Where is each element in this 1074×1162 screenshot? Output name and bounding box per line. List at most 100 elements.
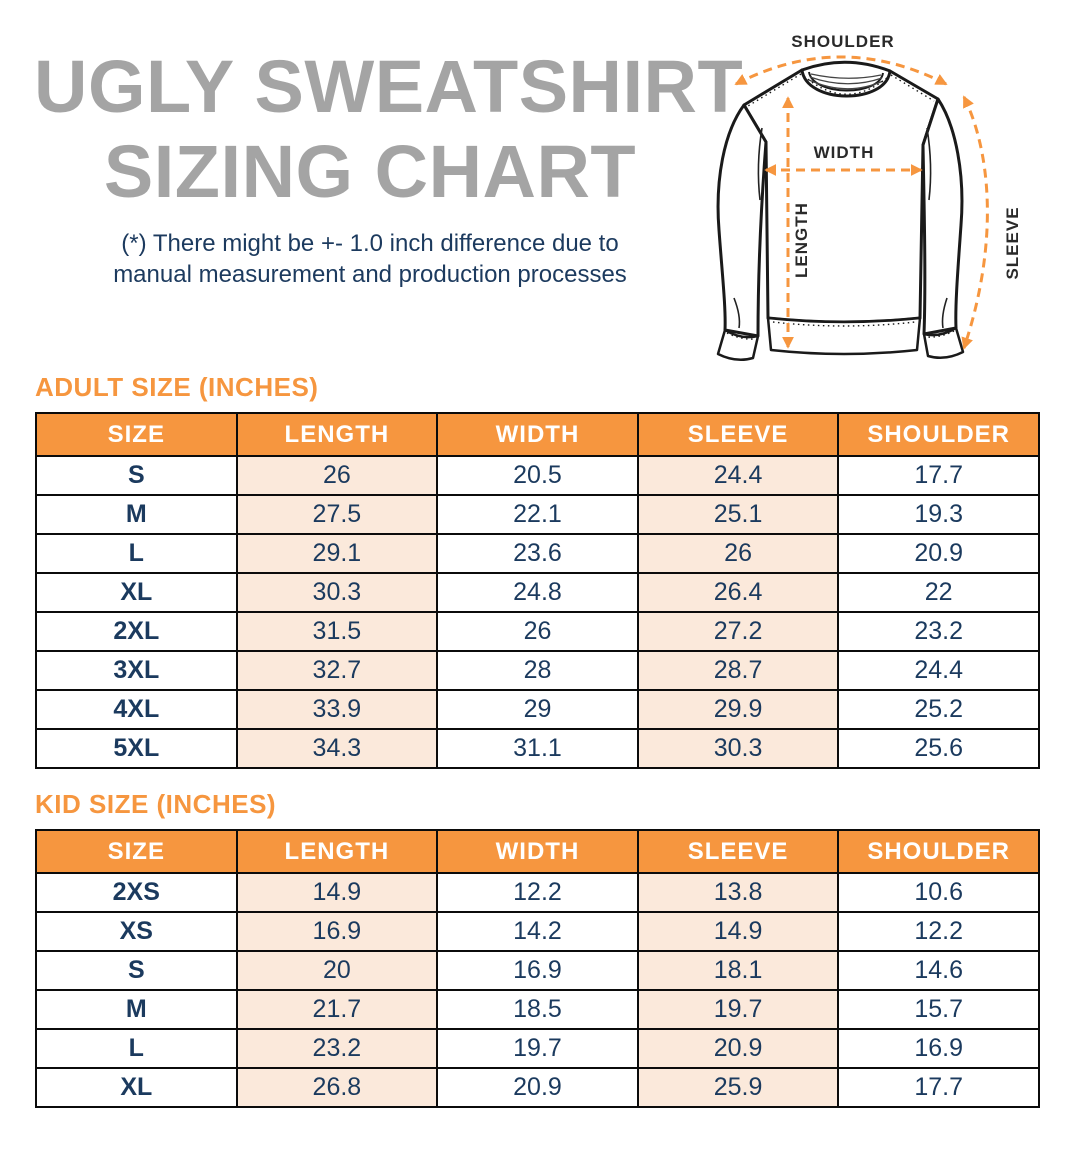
measurement-value-cell: 20.9: [436, 1067, 639, 1108]
table-row: S 20 16.9 18.1 14.6: [35, 950, 1040, 991]
sweatshirt-body: [716, 60, 965, 362]
disclaimer-line2: manual measurement and production proces…: [113, 261, 627, 288]
disclaimer-line1: (*) There might be +- 1.0 inch differenc…: [121, 230, 619, 257]
column-header-shoulder: SHOULDER: [837, 829, 1040, 874]
column-header-width: WIDTH: [436, 412, 639, 457]
table-row: L 29.1 23.6 26 20.9: [35, 533, 1040, 574]
sweatshirt-diagram: SHOULDER WIDTH LENGTH SLEEVE: [706, 0, 1040, 372]
column-header-size: SIZE: [35, 412, 238, 457]
kid-size-section: KID SIZE (INCHES) SIZE LENGTH WIDTH SLEEVE S…: [0, 789, 1074, 1108]
column-header-width: WIDTH: [436, 829, 639, 874]
table-row: XL 30.3 24.8 26.4 22: [35, 572, 1040, 613]
measurement-arrows: [734, 55, 989, 350]
measurement-value-cell: 10.6: [837, 872, 1040, 913]
measurement-value-cell: 25.1: [636, 494, 840, 535]
size-label-cell: XL: [35, 572, 238, 613]
measurement-value-cell: 26: [235, 455, 439, 496]
disclaimer-text: (*) There might be +- 1.0 inch differenc…: [34, 228, 706, 290]
size-label-cell: S: [35, 950, 238, 991]
measurement-value-cell: 12.2: [837, 911, 1040, 952]
column-header-length: LENGTH: [235, 412, 439, 457]
table-row: L 23.2 19.7 20.9 16.9: [35, 1028, 1040, 1069]
size-label-cell: S: [35, 455, 238, 496]
measurement-value-cell: 29.9: [636, 689, 840, 730]
measurement-value-cell: 23.2: [235, 1028, 439, 1069]
measurement-value-cell: 27.2: [636, 611, 840, 652]
measurement-value-cell: 14.9: [636, 911, 840, 952]
size-label-cell: 2XS: [35, 872, 238, 913]
measurement-value-cell: 34.3: [235, 728, 439, 769]
header-area: UGLY SWEATSHIRT SIZING CHART (*) There mi…: [0, 0, 1074, 372]
measurement-value-cell: 20.5: [436, 455, 639, 496]
size-label-cell: 3XL: [35, 650, 238, 691]
kid-size-table: SIZE LENGTH WIDTH SLEEVE SHOULDER 2XS 14.9 12.…: [35, 829, 1040, 1108]
measurement-value-cell: 18.5: [436, 989, 639, 1030]
measurement-value-cell: 24.4: [636, 455, 840, 496]
page-title: UGLY SWEATSHIRT SIZING CHART: [34, 44, 743, 214]
adult-header-row: SIZE LENGTH WIDTH SLEEVE SHOULDER: [35, 412, 1040, 457]
column-header-size: SIZE: [35, 829, 238, 874]
measurement-value-cell: 17.7: [837, 455, 1040, 496]
measurement-value-cell: 29: [436, 689, 639, 730]
table-row: 2XS 14.9 12.2 13.8 10.6: [35, 872, 1040, 913]
table-row: M 21.7 18.5 19.7 15.7: [35, 989, 1040, 1030]
measurement-value-cell: 30.3: [636, 728, 840, 769]
measurement-value-cell: 26.8: [235, 1067, 439, 1108]
measurement-value-cell: 12.2: [436, 872, 639, 913]
table-row: 2XL 31.5 26 27.2 23.2: [35, 611, 1040, 652]
measurement-value-cell: 28: [436, 650, 639, 691]
measurement-value-cell: 25.9: [636, 1067, 840, 1108]
sleeve-label: SLEEVE: [1003, 206, 1022, 279]
measurement-value-cell: 26: [436, 611, 639, 652]
adult-size-section: ADULT SIZE (INCHES) SIZE LENGTH WIDTH SLEEV…: [0, 372, 1074, 769]
measurement-value-cell: 31.5: [235, 611, 439, 652]
measurement-value-cell: 21.7: [235, 989, 439, 1030]
measurement-value-cell: 20.9: [837, 533, 1040, 574]
measurement-value-cell: 32.7: [235, 650, 439, 691]
measurement-value-cell: 25.2: [837, 689, 1040, 730]
measurement-value-cell: 24.8: [436, 572, 639, 613]
table-row: S 26 20.5 24.4 17.7: [35, 455, 1040, 496]
page-title-line1: UGLY SWEATSHIRT: [34, 45, 744, 128]
column-header-sleeve: SLEEVE: [636, 829, 840, 874]
kid-header-row: SIZE LENGTH WIDTH SLEEVE SHOULDER: [35, 829, 1040, 874]
size-label-cell: XS: [35, 911, 238, 952]
measurement-value-cell: 14.9: [235, 872, 439, 913]
measurement-value-cell: 29.1: [235, 533, 439, 574]
measurement-value-cell: 30.3: [235, 572, 439, 613]
adult-section-title: ADULT SIZE (INCHES): [35, 372, 319, 402]
column-header-sleeve: SLEEVE: [636, 412, 840, 457]
measurement-value-cell: 16.9: [436, 950, 639, 991]
measurement-value-cell: 31.1: [436, 728, 639, 769]
kid-section-title: KID SIZE (INCHES): [35, 789, 277, 819]
size-label-cell: 4XL: [35, 689, 238, 730]
title-block: UGLY SWEATSHIRT SIZING CHART (*) There mi…: [0, 0, 743, 372]
shoulder-label: SHOULDER: [791, 32, 894, 51]
width-label: WIDTH: [814, 143, 875, 162]
measurement-value-cell: 26: [636, 533, 840, 574]
measurement-value-cell: 14.6: [837, 950, 1040, 991]
measurement-value-cell: 23.6: [436, 533, 639, 574]
column-header-shoulder: SHOULDER: [837, 412, 1040, 457]
table-row: XL 26.8 20.9 25.9 17.7: [35, 1067, 1040, 1108]
measurement-value-cell: 20: [235, 950, 439, 991]
size-label-cell: 2XL: [35, 611, 238, 652]
measurement-value-cell: 19.7: [636, 989, 840, 1030]
measurement-value-cell: 28.7: [636, 650, 840, 691]
table-row: 3XL 32.7 28 28.7 24.4: [35, 650, 1040, 691]
page-title-line2: SIZING CHART: [103, 130, 637, 213]
measurement-value-cell: 20.9: [636, 1028, 840, 1069]
sleeve-arrow: [961, 95, 989, 350]
measurement-value-cell: 25.6: [837, 728, 1040, 769]
measurement-value-cell: 13.8: [636, 872, 840, 913]
measurement-value-cell: 17.7: [837, 1067, 1040, 1108]
adult-size-table: SIZE LENGTH WIDTH SLEEVE SHOULDER S 26 20.5 24.…: [35, 412, 1040, 769]
measurement-value-cell: 16.9: [235, 911, 439, 952]
table-row: XS 16.9 14.2 14.9 12.2: [35, 911, 1040, 952]
measurement-value-cell: 22: [837, 572, 1040, 613]
size-label-cell: XL: [35, 1067, 238, 1108]
column-header-length: LENGTH: [235, 829, 439, 874]
size-label-cell: M: [35, 494, 238, 535]
measurement-value-cell: 16.9: [837, 1028, 1040, 1069]
